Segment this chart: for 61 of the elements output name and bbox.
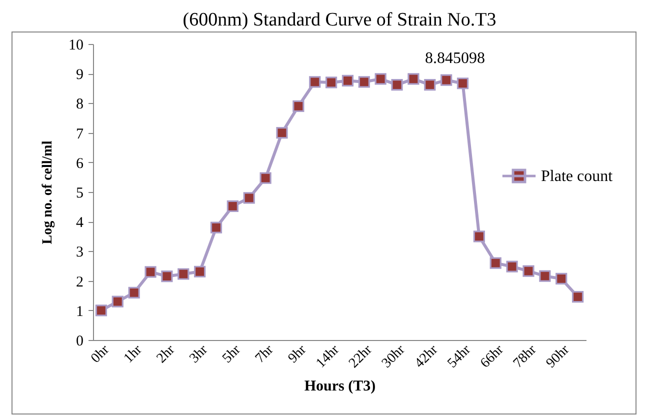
y-tick-label: 0 — [76, 334, 84, 350]
x-tick-label: 90hr — [544, 342, 573, 372]
legend-label: Plate count — [541, 168, 614, 185]
x-axis-title: Hours (T3) — [304, 378, 376, 395]
point — [506, 260, 518, 272]
point — [161, 270, 173, 282]
y-tick-label: 7 — [76, 126, 84, 142]
point — [128, 286, 140, 298]
y-tick-label: 9 — [76, 67, 84, 84]
y-tick-label: 1 — [76, 304, 84, 320]
x-tick-label: 0hr — [88, 342, 113, 366]
point — [112, 296, 124, 308]
x-tick-label: 9hr — [286, 342, 310, 366]
y-tick-label: 8 — [76, 96, 84, 113]
point — [490, 257, 502, 269]
point — [144, 266, 156, 278]
chart-title: (600nm) Standard Curve of Strain No.T3 — [182, 10, 496, 30]
x-tick-label: 3hr — [187, 342, 212, 366]
x-tick-label: 54hr — [445, 342, 474, 372]
point — [243, 192, 255, 204]
annotation: 8.845098 — [425, 50, 485, 67]
point — [95, 304, 108, 316]
y-axis-title: Log no. of cell/ml — [40, 140, 56, 244]
point — [539, 270, 551, 282]
point — [194, 266, 206, 278]
x-tick-label: 42hr — [412, 342, 442, 372]
x-tick-label: 5hr — [220, 342, 244, 366]
point — [178, 268, 190, 280]
point — [358, 76, 370, 88]
point — [424, 79, 436, 91]
point — [522, 265, 534, 277]
point — [473, 230, 485, 242]
point — [456, 78, 469, 90]
x-tick-label: 7hr — [252, 342, 277, 366]
point — [408, 73, 420, 85]
x-tick-label: 66hr — [478, 342, 507, 372]
point — [292, 100, 304, 112]
point — [342, 74, 354, 87]
point — [226, 200, 238, 212]
x-tick-label: 14hr — [314, 342, 343, 372]
point — [440, 74, 452, 86]
y-tick-label: 3 — [76, 244, 84, 261]
point — [556, 272, 568, 285]
point — [391, 79, 403, 91]
y-tick-label: 5 — [76, 186, 84, 202]
x-tick-label: 22hr — [346, 342, 376, 372]
point — [260, 172, 272, 184]
y-tick-label: 6 — [76, 156, 84, 172]
point — [210, 222, 222, 234]
x-tick-label: 78hr — [510, 342, 540, 372]
y-tick-label: 10 — [68, 38, 84, 54]
point — [572, 290, 584, 303]
x-tick-label: 30hr — [379, 342, 408, 372]
y-tick-label: 2 — [76, 274, 84, 290]
x-tick-label: 2hr — [154, 342, 178, 366]
y-tick-label: 4 — [76, 215, 84, 232]
point — [325, 76, 338, 88]
x-tick-label: 1hr — [121, 342, 146, 366]
point — [309, 76, 321, 88]
point — [276, 127, 288, 139]
point — [374, 73, 386, 85]
